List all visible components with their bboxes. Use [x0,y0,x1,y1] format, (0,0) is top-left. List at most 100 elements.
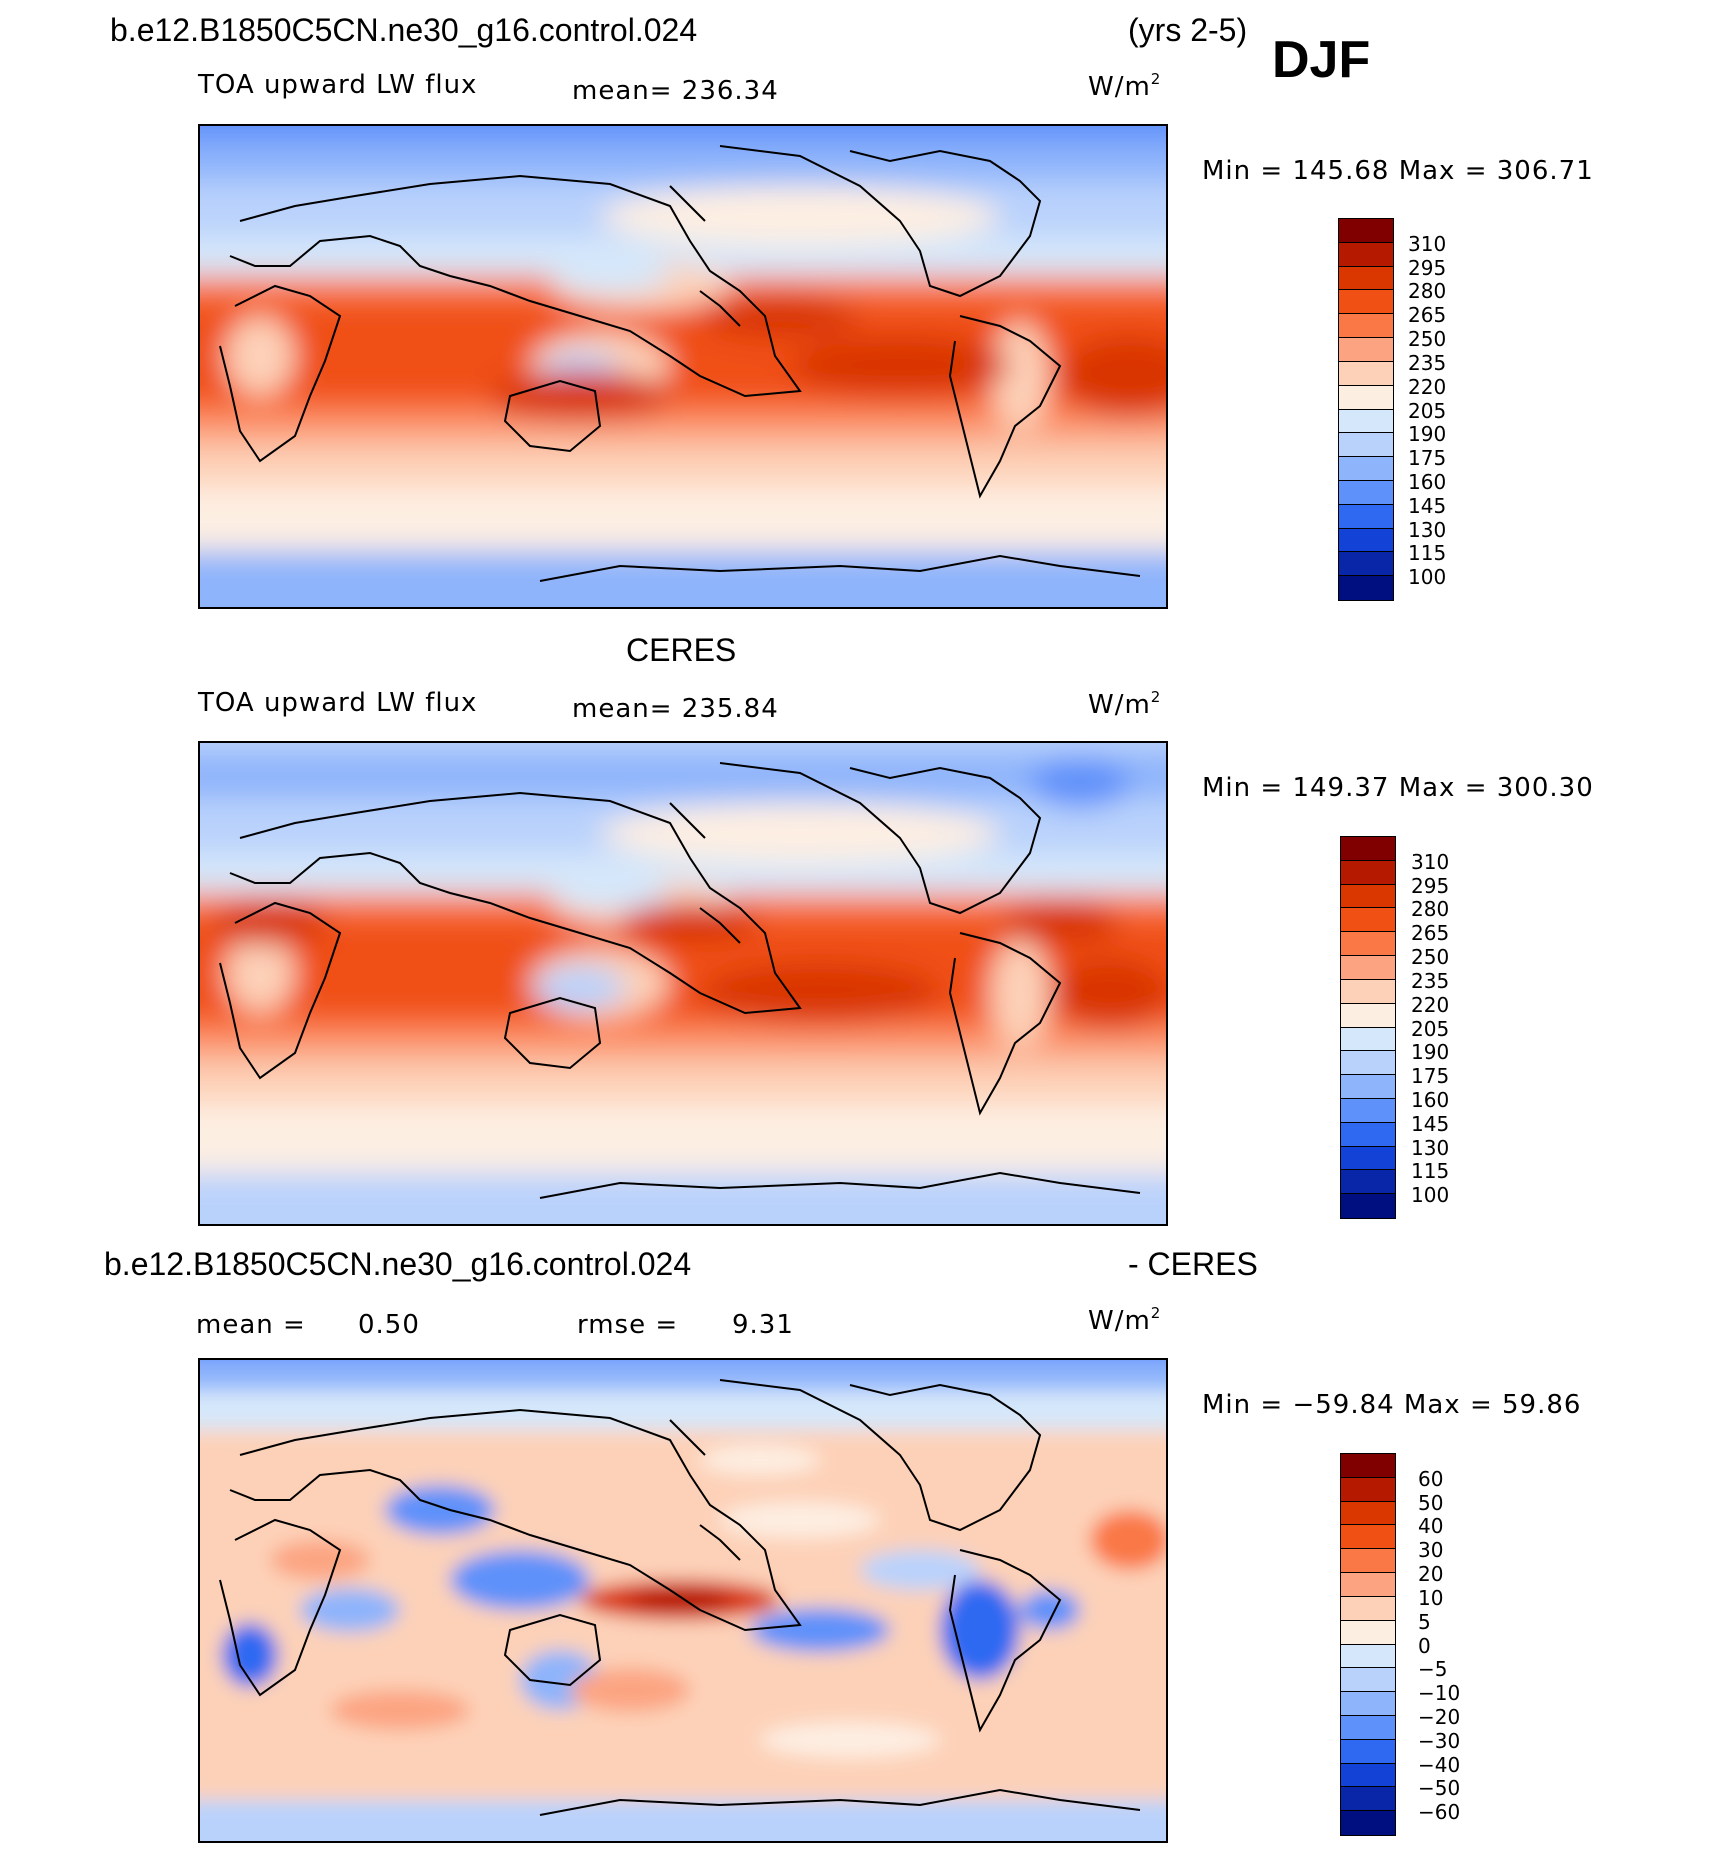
diff-case-title: b.e12.B1850C5CN.ne30_g16.control.024 [104,1246,692,1282]
panel1-colorbar-tick: 265 [1408,303,1447,328]
panel2-colorbar-box [1341,956,1395,980]
panel1-colorbar-tick: 115 [1408,541,1447,566]
panel1-colorbar-box [1339,219,1393,243]
panel2-colorbar-box [1341,1146,1395,1171]
panel2-colorbar-tick: 115 [1411,1159,1450,1184]
panel3-colorbar-box [1341,1787,1395,1812]
panel2-minmax: Min = 149.37 Max = 300.30 [1202,773,1594,803]
panel3-colorbar-box [1341,1549,1395,1574]
panel3-colorbar-tick: 0 [1418,1633,1431,1658]
panel3-coastlines [219,1379,1141,1816]
panel3-colorbar-box [1341,1620,1395,1645]
panel3-colorbar-tick: −60 [1418,1800,1461,1825]
panel1-colorbar-tick: 130 [1408,517,1447,542]
panel1-mean: mean= 236.34 [572,76,779,106]
panel3-colorbar-box [1341,1692,1395,1716]
panel1-colorbar-box [1339,576,1393,600]
panel3-colorbar-box [1341,1573,1395,1597]
panel2-colorbar [1340,836,1396,1219]
panel2-colorbar-tick: 250 [1411,945,1450,970]
panel1-variable: TOA upward LW flux [198,70,478,100]
panel2-colorbar-tick: 220 [1411,992,1450,1017]
panel1-colorbar-box [1339,433,1393,458]
panel1-colorbar-box [1339,338,1393,362]
panel3-colorbar-box [1341,1644,1395,1669]
panel2-colorbar-tick: 310 [1411,849,1450,874]
panel2-colorbar-box [1341,1170,1395,1195]
panel3-colorbar-box [1341,1501,1395,1526]
panel2-colorbar-tick: 130 [1411,1135,1450,1160]
panel1-colorbar-tick: 100 [1408,565,1447,590]
panel2-title: CERES [626,632,737,668]
panel1-colorbar-tick: 295 [1408,255,1447,280]
panel2-colorbar-box [1341,1098,1395,1123]
panel3-units: W/m2 [1088,1304,1162,1336]
panel3-colorbar-box [1341,1668,1395,1693]
panel3-colorbar-tick: −10 [1418,1681,1461,1706]
panel3-colorbar-tick: −30 [1418,1728,1461,1753]
panel3-colorbar [1340,1453,1396,1836]
panel3-rmse-value: 9.31 [732,1310,794,1340]
panel2-colorbar-box [1341,837,1395,861]
panel1-colorbar-box [1339,290,1393,315]
panel3-colorbar-tick: −50 [1418,1776,1461,1801]
panel1-coastlines [219,145,1141,582]
panel1-colorbar-box [1339,361,1393,386]
panel3-colorbar-tick: 60 [1418,1466,1444,1491]
panel3-colorbar-box [1341,1715,1395,1740]
panel3-colorbar-box [1341,1811,1395,1835]
panel1-map-svg [200,126,1166,607]
panel2-colorbar-tick: 235 [1411,968,1450,993]
panel2-units: W/m2 [1088,688,1162,720]
panel1-colorbar-tick: 310 [1408,231,1447,256]
panel2-colorbar-box [1341,979,1395,1004]
panel2-colorbar-box [1341,1027,1395,1052]
panel2-coastlines [219,762,1141,1199]
panel2-colorbar-tick: 160 [1411,1087,1450,1112]
panel3-colorbar-tick: 40 [1418,1514,1444,1539]
panel2-colorbar-tick: 280 [1411,897,1450,922]
panel3-colorbar-tick: 50 [1418,1490,1444,1515]
case-title: b.e12.B1850C5CN.ne30_g16.control.024 [110,12,698,48]
panel3-colorbar-box [1341,1739,1395,1764]
panel3-colorbar-box [1341,1477,1395,1502]
panel2-variable: TOA upward LW flux [198,688,478,718]
panel1-colorbar-tick: 190 [1408,422,1447,447]
panel2-colorbar-box [1341,908,1395,933]
panel3-rmse-label: rmse = [577,1310,679,1340]
panel2-map-svg [200,743,1166,1224]
panel2-colorbar-box [1341,932,1395,957]
diff-suffix: - CERES [1128,1246,1258,1282]
panel3-colorbar-tick: −20 [1418,1704,1461,1729]
panel1-colorbar-box [1339,528,1393,553]
panel3-colorbar-tick: −40 [1418,1752,1461,1777]
panel1-colorbar-box [1339,242,1393,267]
years-label: (yrs 2-5) [1128,12,1248,48]
panel3-mean-value: 0.50 [358,1310,420,1340]
panel3-colorbar-tick: 5 [1418,1609,1431,1634]
panel1-colorbar-tick: 205 [1408,398,1447,423]
panel1-map [198,124,1168,609]
panel2-map [198,741,1168,1226]
panel1-colorbar-tick: 235 [1408,350,1447,375]
panel3-colorbar-tick: 10 [1418,1585,1444,1610]
panel3-mean-label: mean = [196,1310,306,1340]
panel1-colorbar-tick: 145 [1408,493,1447,518]
panel3-field [200,1360,1166,1841]
panel1-colorbar-box [1339,480,1393,505]
panel1-colorbar-box [1339,266,1393,291]
panel3-colorbar-box [1341,1763,1395,1788]
panel2-colorbar-tick: 175 [1411,1064,1450,1089]
panel1-colorbar-box [1339,385,1393,410]
panel1-colorbar-tick: 220 [1408,374,1447,399]
panel1-colorbar [1338,218,1394,601]
panel2-field [200,743,1166,1224]
panel1-colorbar-box [1339,409,1393,434]
panel3-colorbar-tick: 20 [1418,1562,1444,1587]
panel1-colorbar-box [1339,457,1393,481]
panel2-colorbar-tick: 265 [1411,921,1450,946]
panel3-colorbar-tick: 30 [1418,1538,1444,1563]
panel2-colorbar-tick: 205 [1411,1016,1450,1041]
panel1-colorbar-tick: 160 [1408,469,1447,494]
panel2-colorbar-tick: 190 [1411,1040,1450,1065]
